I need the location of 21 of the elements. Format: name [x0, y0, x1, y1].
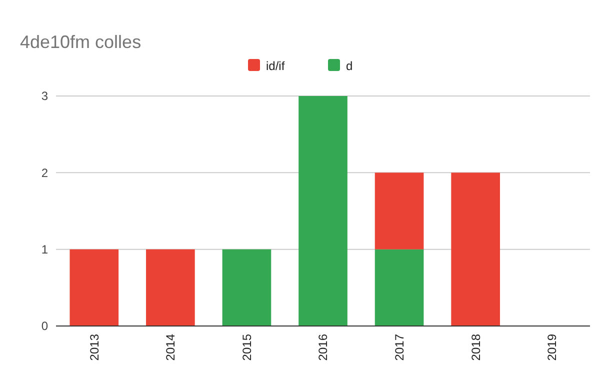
- y-tick-label: 3: [41, 89, 48, 104]
- bar: [451, 172, 500, 326]
- legend-label: id/if: [266, 59, 286, 73]
- y-tick-label: 1: [41, 242, 48, 257]
- x-tick-label: 2013: [87, 334, 102, 361]
- bar: [298, 96, 348, 326]
- bar: [146, 249, 195, 326]
- x-tick-label: 2017: [392, 334, 406, 361]
- x-tick-label: 2016: [316, 334, 330, 361]
- bar: [374, 172, 424, 250]
- x-tick-label: 2014: [164, 334, 178, 361]
- y-tick-label: 0: [41, 319, 48, 334]
- bar: [222, 249, 272, 326]
- x-tick-label: 2015: [240, 334, 254, 361]
- bar: [70, 249, 119, 326]
- legend-label: d: [346, 59, 353, 73]
- x-tick-label: 2018: [468, 334, 483, 361]
- chart-title: 4de10fm colles: [20, 32, 142, 52]
- bar: [374, 249, 424, 326]
- y-tick-label: 2: [41, 166, 48, 180]
- x-tick-label: 2019: [545, 334, 560, 361]
